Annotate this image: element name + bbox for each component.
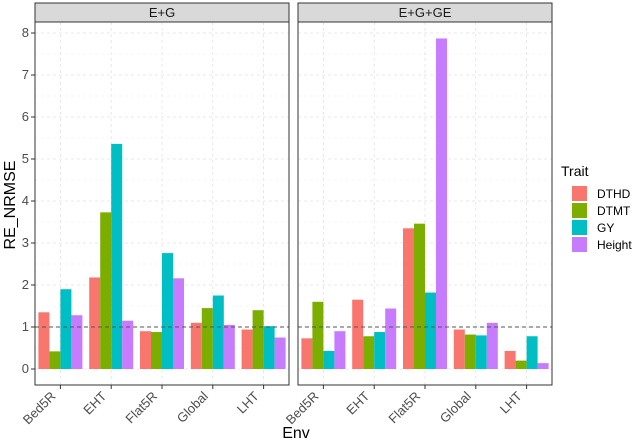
x-tick-label: EHT (80, 388, 109, 417)
y-tick-label: 8 (22, 25, 29, 40)
bar-height-global (223, 324, 235, 369)
bar-height-lht (274, 337, 286, 369)
x-tick-label: LHT (234, 388, 262, 416)
bar-gy-eht (111, 143, 123, 369)
bar-dthd-flat5r (140, 331, 151, 369)
bar-height-lht (537, 363, 549, 369)
x-tick-label: Global (174, 388, 211, 425)
panel-1: E+G Bed5R EHT Flat5R Global LHT (20, 2, 290, 428)
bar-height-bed5r (71, 315, 83, 369)
bar-dtmt-eht (363, 336, 375, 369)
bar-gy-eht (374, 332, 386, 369)
bar-dtmt-global (201, 308, 213, 369)
y-tick-label: 1 (22, 319, 29, 334)
legend-key-dthd (572, 186, 587, 201)
bar-dtmt-flat5r (414, 223, 425, 369)
bar-dtmt-lht (515, 360, 527, 369)
y-tick-label: 2 (22, 277, 29, 292)
panel-2: E+G+GE Bed5R EHT Flat5R Global LHT (283, 2, 553, 428)
x-tick-label: Flat5R (385, 389, 423, 427)
y-tick-label: 3 (22, 235, 29, 250)
bar-height-eht (385, 308, 397, 369)
bar-dthd-global (190, 322, 202, 369)
bar-gy-global (212, 295, 224, 369)
bar-dtmt-eht (100, 212, 112, 369)
x-tick-label: LHT (497, 388, 525, 416)
x-tick-label: EHT (343, 388, 372, 417)
strip-label: E+G+GE (399, 5, 452, 20)
legend-key-height (572, 237, 587, 252)
bar-dtmt-flat5r (151, 332, 162, 369)
panel-border (34, 21, 290, 386)
y-tick-label: 5 (22, 151, 29, 166)
x-axis-title: Env (282, 425, 310, 441)
bar-dthd-lht (504, 350, 516, 369)
bar-gy-lht (526, 336, 538, 369)
bar-height-flat5r (173, 278, 184, 369)
bar-gy-bed5r (60, 289, 72, 369)
bar-dthd-flat5r (403, 228, 414, 369)
x-tick-label: Bed5R (283, 389, 322, 428)
y-tick-label: 0 (22, 361, 29, 376)
bar-dthd-bed5r (301, 338, 313, 369)
bar-dthd-eht (352, 299, 364, 369)
bar-dtmt-bed5r (312, 301, 324, 369)
bar-gy-flat5r (425, 292, 436, 369)
bar-gy-lht (263, 326, 275, 369)
panel-border (297, 21, 553, 386)
bar-dtmt-lht (252, 310, 264, 369)
legend-title: Trait (561, 163, 589, 179)
y-tick-label: 6 (22, 109, 29, 124)
y-tick-label: 4 (22, 193, 29, 208)
y-tick-label: 7 (22, 67, 29, 82)
bar-dthd-lht (241, 329, 253, 369)
bar-height-global (486, 322, 498, 369)
bar-gy-global (475, 335, 487, 369)
bar-height-eht (122, 320, 134, 369)
y-axis-title: RE_NRMSE (2, 161, 19, 250)
legend-label-gy: GY (597, 221, 614, 235)
strip-label: E+G (149, 5, 175, 20)
x-tick-label: Bed5R (20, 389, 59, 428)
bar-height-flat5r (436, 38, 447, 370)
bar-height-bed5r (334, 331, 346, 369)
legend-label-dthd: DTHD (597, 187, 631, 201)
bar-gy-bed5r (323, 350, 335, 369)
y-axis: 0 1 2 3 4 5 6 7 8 (22, 25, 35, 376)
bar-dtmt-bed5r (49, 351, 61, 369)
legend: Trait DTHD DTMT GY Height (561, 163, 632, 252)
legend-label-dtmt: DTMT (597, 204, 631, 218)
panels-layer: E+G Bed5R EHT Flat5R Global LHT E+G+GE Bed5R EHT… (20, 2, 553, 428)
legend-key-dtmt (572, 203, 587, 218)
bar-gy-flat5r (162, 253, 173, 369)
bar-dtmt-global (464, 334, 476, 369)
legend-key-gy (572, 220, 587, 235)
bar-dthd-eht (89, 277, 101, 369)
bar-dthd-global (453, 329, 465, 369)
legend-label-height: Height (597, 238, 632, 252)
x-tick-label: Flat5R (122, 389, 160, 427)
x-tick-label: Global (437, 388, 474, 425)
bar-dthd-bed5r (38, 312, 50, 369)
